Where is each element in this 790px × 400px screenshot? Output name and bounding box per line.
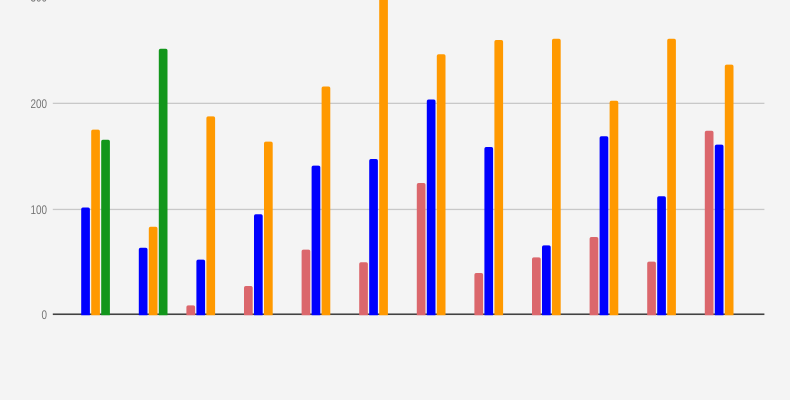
svg-text:0: 0 (42, 308, 48, 322)
svg-text:300: 300 (31, 0, 48, 5)
svg-text:100: 100 (31, 203, 48, 217)
svg-text:200: 200 (31, 97, 48, 111)
